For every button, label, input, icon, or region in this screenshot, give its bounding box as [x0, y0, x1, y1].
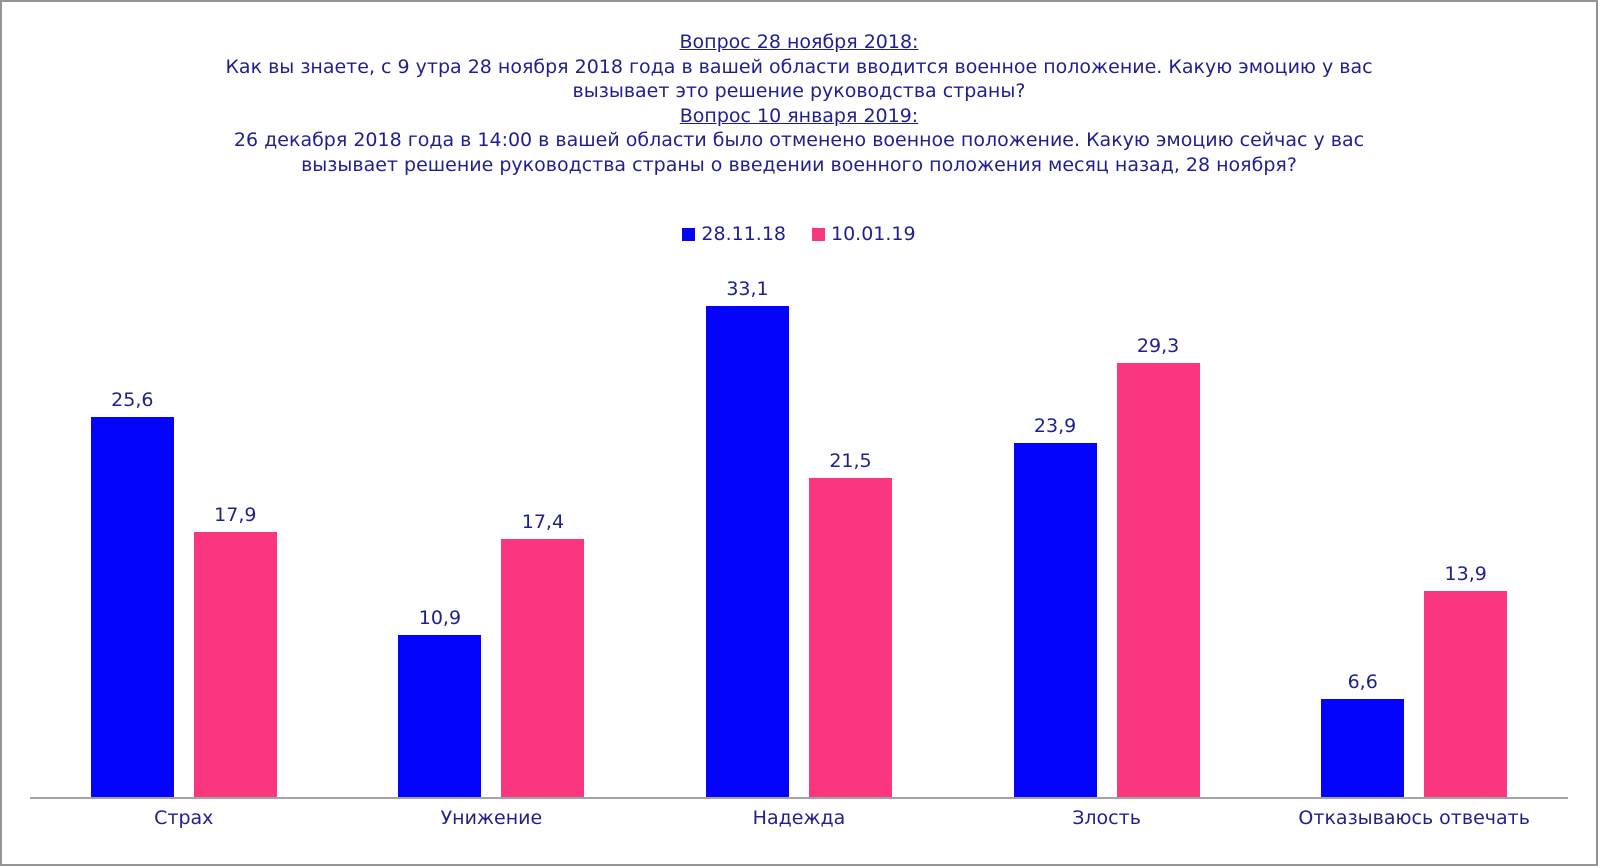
- bar-series-2: [501, 539, 585, 797]
- bar-value-label: 25,6: [111, 389, 154, 412]
- question-1-text-line-2: вызывает это решение руководства страны?: [572, 80, 1026, 102]
- bar-group: 25,6 17,9: [30, 249, 338, 797]
- legend-swatch-pink-icon: [812, 227, 825, 241]
- x-axis-labels: Страх Унижение Надежда Злость Отказываюсь от…: [30, 807, 1568, 829]
- question-2-heading: Вопрос 10 января 2019:: [679, 104, 919, 127]
- bar-value-label: 23,9: [1033, 414, 1077, 437]
- bar-value-label: 13,9: [1444, 562, 1487, 585]
- bar-series-1: [705, 306, 789, 797]
- bar-series-2: [1424, 590, 1508, 797]
- bar-value-label: 29,3: [1136, 334, 1180, 357]
- x-axis-category-label: Отказываюсь отвечать: [1298, 807, 1530, 829]
- legend-item-series-1: 28.11.18: [682, 223, 786, 245]
- bar-wrap: 21,5: [808, 450, 892, 797]
- bar-series-1: [90, 417, 174, 797]
- x-axis-category-label: Надежда: [752, 807, 846, 829]
- chart-title: Вопрос 28 ноября 2018: Как вы знаете, с …: [2, 30, 1596, 177]
- bar-wrap: 23,9: [1013, 414, 1097, 797]
- bar-series-1: [1013, 442, 1097, 797]
- bar-group: 6,6 13,9: [1260, 249, 1568, 797]
- bar-value-label: 17,4: [521, 511, 565, 533]
- question-2-text-line-2: вызывает решение руководства страны о вв…: [301, 153, 1297, 176]
- bar-wrap: 13,9: [1424, 562, 1508, 797]
- bar-value-label: 17,9: [214, 503, 257, 526]
- bar-series-2: [1116, 362, 1200, 797]
- x-axis-category-label: Унижение: [440, 807, 543, 829]
- bar-series-2: [808, 478, 892, 797]
- legend: 28.11.18 10.01.19: [2, 223, 1596, 245]
- bar-wrap: 6,6: [1321, 671, 1405, 797]
- bar-series-1: [1321, 699, 1405, 797]
- bar-value-label: 6,6: [1347, 671, 1378, 694]
- x-axis-category-label: Страх: [154, 807, 214, 829]
- bar-group: 23,9 29,3: [953, 249, 1261, 797]
- bar-series-2: [193, 531, 277, 797]
- legend-label-series-1: 28.11.18: [701, 223, 786, 245]
- bar-group: 33,1 21,5: [645, 249, 953, 797]
- x-axis-line: [30, 797, 1568, 799]
- bar-wrap: 17,9: [193, 503, 277, 797]
- bar-wrap: 29,3: [1116, 334, 1200, 797]
- bar-value-label: 21,5: [829, 450, 872, 473]
- bar-wrap: 10,9: [398, 607, 482, 797]
- bar-group: 10,9 17,4: [338, 249, 646, 797]
- bar-value-label: 10,9: [418, 607, 462, 630]
- bar-wrap: 25,6: [90, 389, 174, 797]
- question-1-heading: Вопрос 28 ноября 2018:: [679, 31, 919, 53]
- x-axis-category-label: Злость: [1072, 807, 1141, 829]
- bar-wrap: 33,1: [705, 278, 789, 797]
- legend-item-series-2: 10.01.19: [812, 223, 916, 245]
- bar-value-label: 33,1: [726, 278, 769, 301]
- bar-series-1: [398, 635, 482, 797]
- legend-label-series-2: 10.01.19: [831, 223, 916, 245]
- legend-swatch-blue-icon: [682, 227, 696, 241]
- question-2-text-line-1: 26 декабря 2018 года в 14:00 в вашей обл…: [233, 129, 1365, 151]
- plot-area: 25,6 17,9 10,9 17,4 33,1 21,5 23,9 29,3 6,6 13,9: [30, 249, 1568, 797]
- question-1-text-line-1: Как вы знаете, с 9 утра 28 ноября 2018 г…: [225, 55, 1373, 78]
- bar-wrap: 17,4: [501, 511, 585, 797]
